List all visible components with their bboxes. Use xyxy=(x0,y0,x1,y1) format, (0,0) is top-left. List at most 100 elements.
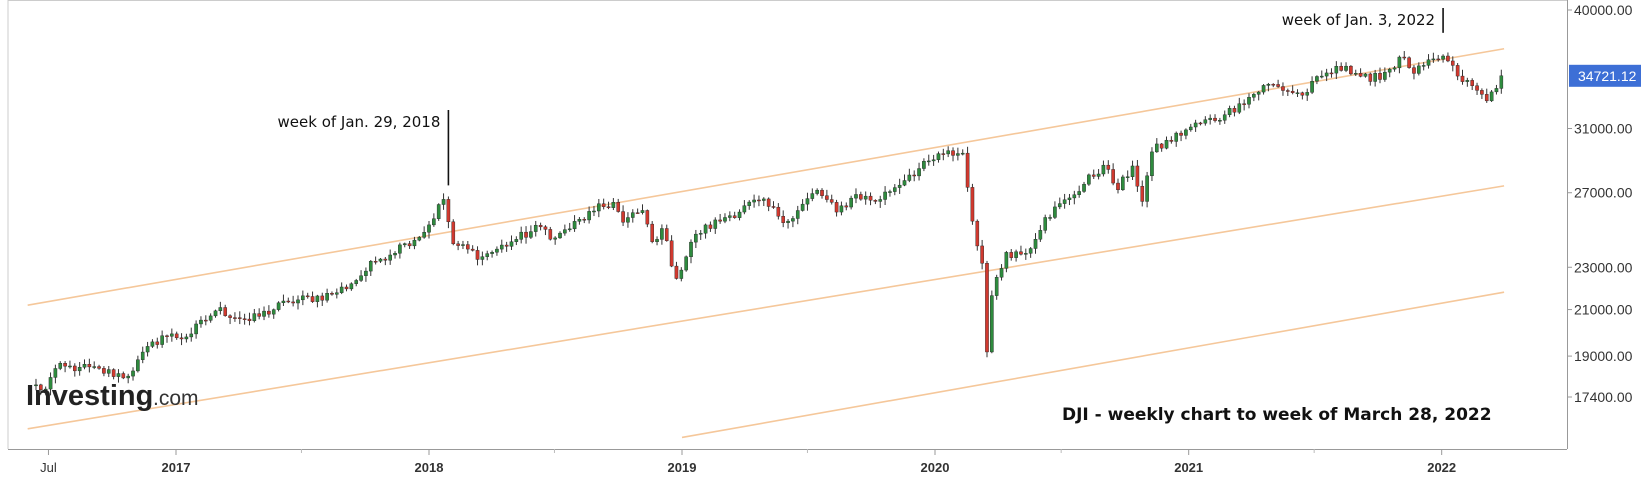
candle-down xyxy=(1091,174,1096,177)
candle-up xyxy=(1024,253,1028,255)
candle-down xyxy=(237,317,242,319)
candle-down xyxy=(985,263,989,353)
candle-down xyxy=(470,248,475,251)
candle-up xyxy=(509,241,514,247)
candle-up xyxy=(1494,88,1499,93)
candle-up xyxy=(907,174,912,181)
candle-down xyxy=(456,243,460,246)
candle-down xyxy=(601,203,606,207)
candle-down xyxy=(407,243,412,247)
candle-up xyxy=(427,224,431,233)
candle-up xyxy=(640,210,645,213)
candle-up xyxy=(490,252,494,254)
trendline-upper xyxy=(27,47,1505,306)
candle-down xyxy=(1339,65,1343,71)
candle-up xyxy=(553,237,557,240)
candle-up xyxy=(728,215,732,218)
candle-down xyxy=(121,373,126,379)
candlesticks xyxy=(34,51,1504,396)
candle-down xyxy=(72,365,77,372)
candle-down xyxy=(1446,55,1450,62)
candle-up xyxy=(572,221,577,230)
candle-up xyxy=(897,184,902,188)
candle-up xyxy=(82,364,87,368)
candle-down xyxy=(1402,56,1407,59)
candle-up xyxy=(1067,197,1072,200)
candle-down xyxy=(776,206,781,217)
candle-up xyxy=(1145,175,1149,202)
candle-down xyxy=(606,206,611,208)
candle-down xyxy=(475,250,480,260)
last-price-badge xyxy=(1569,64,1641,87)
candle-up xyxy=(276,302,281,310)
candle-up xyxy=(1256,91,1261,95)
candle-up xyxy=(160,335,164,345)
candle-up xyxy=(1426,59,1431,66)
candle-up xyxy=(1155,143,1159,153)
candle-down xyxy=(165,335,169,337)
candle-down xyxy=(538,224,543,228)
candle-up xyxy=(368,261,373,272)
candle-up xyxy=(480,256,485,260)
candle-up xyxy=(170,333,174,337)
candle-up xyxy=(795,210,800,219)
candle-down xyxy=(344,286,349,290)
candle-up xyxy=(1125,176,1130,178)
candle-up xyxy=(1048,217,1052,219)
candle-up xyxy=(1431,58,1436,61)
candle-up xyxy=(1252,94,1256,98)
candle-down xyxy=(1276,84,1280,87)
candle-down xyxy=(975,220,980,247)
candle-down xyxy=(111,369,116,377)
candle-up xyxy=(1082,183,1086,192)
candle-down xyxy=(1349,65,1353,75)
candle-down xyxy=(941,153,946,155)
candle-up xyxy=(412,239,417,247)
candle-up xyxy=(1014,251,1018,258)
x-tick-label: 2019 xyxy=(668,460,697,475)
candle-up xyxy=(402,243,407,246)
candle-up xyxy=(1130,165,1135,177)
candle-up xyxy=(926,160,931,163)
candle-down xyxy=(1135,165,1140,187)
candle-down xyxy=(174,333,179,339)
candle-up xyxy=(1150,151,1154,177)
candle-up xyxy=(58,363,63,369)
candle-up xyxy=(1397,56,1402,69)
candle-down xyxy=(1378,73,1382,80)
candle-down xyxy=(664,228,669,241)
candle-down xyxy=(383,258,388,261)
candle-down xyxy=(771,206,776,208)
candle-up xyxy=(723,217,727,222)
annotation-label: week of Jan. 3, 2022 xyxy=(1282,11,1435,29)
candle-down xyxy=(1475,85,1479,91)
candle-up xyxy=(917,168,921,177)
candle-up xyxy=(68,365,72,368)
candle-down xyxy=(39,384,43,390)
candle-up xyxy=(1247,97,1251,105)
candle-down xyxy=(466,244,470,250)
candle-down xyxy=(179,337,184,340)
candle-down xyxy=(829,199,834,203)
candle-down xyxy=(781,216,785,223)
candle-up xyxy=(713,219,718,229)
candle-up xyxy=(849,197,853,208)
candle-up xyxy=(359,275,363,281)
candle-up xyxy=(218,307,223,312)
candle-down xyxy=(102,368,106,374)
candle-down xyxy=(1198,122,1203,125)
candle-down xyxy=(708,224,713,229)
candle-up xyxy=(1305,92,1310,96)
candle-up xyxy=(694,233,698,243)
candle-down xyxy=(1290,90,1295,93)
candle-up xyxy=(388,254,392,261)
candle-up xyxy=(936,153,941,160)
x-tick-label: 2017 xyxy=(162,460,191,475)
x-axis: Jul 2017 2018 2019 2020 2021 2022 xyxy=(40,449,1456,475)
candle-down xyxy=(912,174,917,177)
candle-up xyxy=(432,218,436,226)
candle-up xyxy=(1053,206,1057,218)
logo-suffix: .com xyxy=(153,387,199,410)
candle-down xyxy=(1213,117,1217,121)
candle-down xyxy=(1019,251,1023,255)
